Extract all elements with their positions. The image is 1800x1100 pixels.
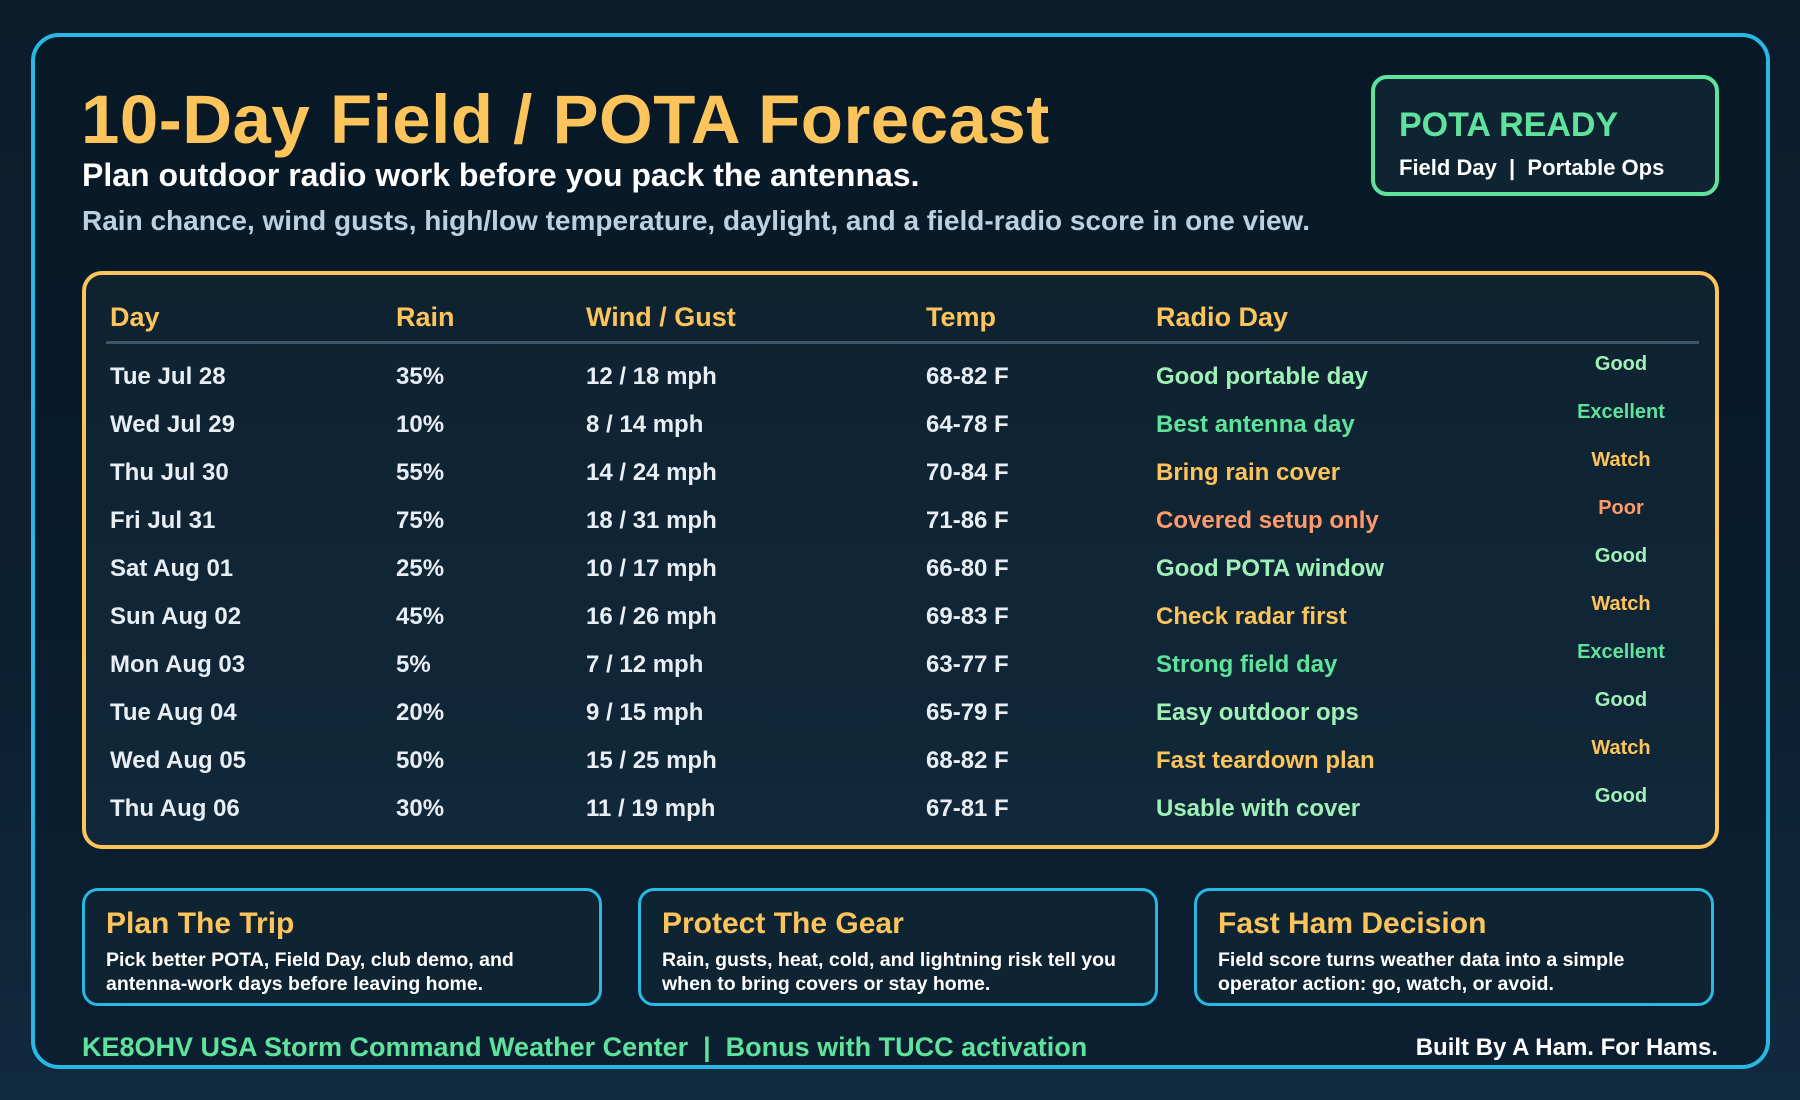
cell-rain: 45% <box>396 603 445 630</box>
cell-day: Tue Aug 04 <box>110 699 237 726</box>
cell-day: Thu Jul 30 <box>110 459 229 486</box>
cell-rain: 5% <box>396 651 431 678</box>
cell-rain: 55% <box>396 459 445 486</box>
column-header-temp: Temp <box>926 302 997 332</box>
table-row: Fri Jul 31 75% 18 / 31 mph 71-86 F Covered s… <box>86 497 1715 555</box>
cell-radio-note: Best antenna day <box>1156 411 1355 438</box>
cell-wind: 8 / 14 mph <box>586 411 704 438</box>
card-protect-gear: Protect The Gear Rain, gusts, heat, cold… <box>638 888 1158 1006</box>
cell-rain: 50% <box>396 747 445 774</box>
card-title: Fast Ham Decision <box>1218 907 1487 940</box>
card-plan-trip: Plan The Trip Pick better POTA, Field Da… <box>82 888 602 1006</box>
cell-temp: 68-82 F <box>926 363 1009 390</box>
cell-temp: 68-82 F <box>926 747 1009 774</box>
page-subtitle: Plan outdoor radio work before you pack … <box>82 157 920 193</box>
cell-radio-note: Bring rain cover <box>1156 459 1341 486</box>
cell-wind: 7 / 12 mph <box>586 651 704 678</box>
cell-radio-note: Fast teardown plan <box>1156 747 1375 774</box>
table-row: Tue Aug 04 20% 9 / 15 mph 65-79 F Easy outdo… <box>86 689 1715 747</box>
cell-radio-note: Usable with cover <box>1156 795 1361 822</box>
cell-score: Good <box>1594 785 1648 807</box>
table-row: Wed Jul 29 10% 8 / 14 mph 64-78 F Best anten… <box>86 401 1715 459</box>
cell-radio-note: Covered setup only <box>1156 507 1379 534</box>
table-row: Sun Aug 02 45% 16 / 26 mph 69-83 F Check rad… <box>86 593 1715 651</box>
cell-radio-note: Strong field day <box>1156 651 1338 678</box>
table-row: Tue Jul 28 35% 12 / 18 mph 68-82 F Good port… <box>86 353 1715 411</box>
cell-temp: 69-83 F <box>926 603 1009 630</box>
card-title: Protect The Gear <box>662 907 904 940</box>
cell-wind: 16 / 26 mph <box>586 603 717 630</box>
cell-wind: 15 / 25 mph <box>586 747 717 774</box>
card-title: Plan The Trip <box>106 907 295 940</box>
card-text: Pick better POTA, Field Day, club demo, … <box>106 949 514 995</box>
table-row: Wed Aug 05 50% 15 / 25 mph 68-82 F Fast tear… <box>86 737 1715 795</box>
cell-score: Good <box>1594 545 1648 567</box>
cell-score: Good <box>1594 353 1648 375</box>
cell-day: Fri Jul 31 <box>110 507 216 534</box>
cell-temp: 65-79 F <box>926 699 1009 726</box>
cell-wind: 14 / 24 mph <box>586 459 717 486</box>
cell-day: Sun Aug 02 <box>110 603 242 630</box>
card-text: Rain, gusts, heat, cold, and lightning r… <box>662 949 1116 995</box>
cell-temp: 63-77 F <box>926 651 1009 678</box>
cell-score: Watch <box>1591 593 1651 615</box>
table-row: Thu Jul 30 55% 14 / 24 mph 70-84 F Bring rai… <box>86 449 1715 507</box>
cell-score: Excellent <box>1577 641 1665 663</box>
header-divider <box>106 341 1699 344</box>
page-description: Rain chance, wind gusts, high/low temper… <box>82 205 1311 236</box>
forecast-table: Day Rain Wind / Gust Temp Radio Day Tue … <box>82 271 1719 849</box>
cell-temp: 67-81 F <box>926 795 1009 822</box>
cell-day: Sat Aug 01 <box>110 555 234 582</box>
cell-score: Watch <box>1591 449 1651 471</box>
column-header-wind: Wind / Gust <box>586 302 736 332</box>
cell-temp: 64-78 F <box>926 411 1009 438</box>
cell-temp: 70-84 F <box>926 459 1009 486</box>
table-row: Thu Aug 06 30% 11 / 19 mph 67-81 F Usable wi… <box>86 785 1715 843</box>
cell-radio-note: Good portable day <box>1156 363 1369 390</box>
cell-wind: 18 / 31 mph <box>586 507 717 534</box>
cell-wind: 10 / 17 mph <box>586 555 717 582</box>
pota-ready-badge: POTA READY Field Day | Portable Ops <box>1371 75 1719 196</box>
cell-day: Wed Jul 29 <box>110 411 235 438</box>
column-header-rain: Rain <box>396 302 455 332</box>
cell-wind: 12 / 18 mph <box>586 363 717 390</box>
card-text: Field score turns weather data into a si… <box>1218 949 1625 995</box>
cell-rain: 20% <box>396 699 445 726</box>
cell-wind: 9 / 15 mph <box>586 699 704 726</box>
cell-score: Good <box>1594 689 1648 711</box>
cell-day: Thu Aug 06 <box>110 795 240 822</box>
column-header-day: Day <box>110 302 160 332</box>
cell-rain: 25% <box>396 555 445 582</box>
cell-wind: 11 / 19 mph <box>586 795 716 822</box>
table-row: Sat Aug 01 25% 10 / 17 mph 66-80 F Good POTA… <box>86 545 1715 603</box>
cell-rain: 30% <box>396 795 445 822</box>
cell-score: Poor <box>1598 497 1644 519</box>
column-header-radio-day: Radio Day <box>1156 302 1289 332</box>
cell-radio-note: Check radar first <box>1156 603 1347 630</box>
card-fast-decision: Fast Ham Decision Field score turns weat… <box>1194 888 1714 1006</box>
cell-rain: 75% <box>396 507 445 534</box>
badge-subtitle: Field Day | Portable Ops <box>1399 155 1665 180</box>
cell-rain: 35% <box>396 363 445 390</box>
badge-title: POTA READY <box>1399 106 1619 144</box>
cell-rain: 10% <box>396 411 445 438</box>
table-row: Mon Aug 03 5% 7 / 12 mph 63-77 F Strong fiel… <box>86 641 1715 699</box>
cell-radio-note: Good POTA window <box>1156 555 1384 582</box>
footer-credit: KE8OHV USA Storm Command Weather Center … <box>82 1032 1088 1062</box>
cell-score: Watch <box>1591 737 1651 759</box>
page-title: 10-Day Field / POTA Forecast <box>81 81 1050 158</box>
cell-score: Excellent <box>1577 401 1665 423</box>
cell-radio-note: Easy outdoor ops <box>1156 699 1359 726</box>
cell-day: Mon Aug 03 <box>110 651 246 678</box>
footer-tagline: Built By A Ham. For Hams. <box>1415 1034 1718 1061</box>
cell-temp: 66-80 F <box>926 555 1009 582</box>
cell-day: Wed Aug 05 <box>110 747 247 774</box>
cell-temp: 71-86 F <box>926 507 1009 534</box>
cell-day: Tue Jul 28 <box>110 363 226 390</box>
